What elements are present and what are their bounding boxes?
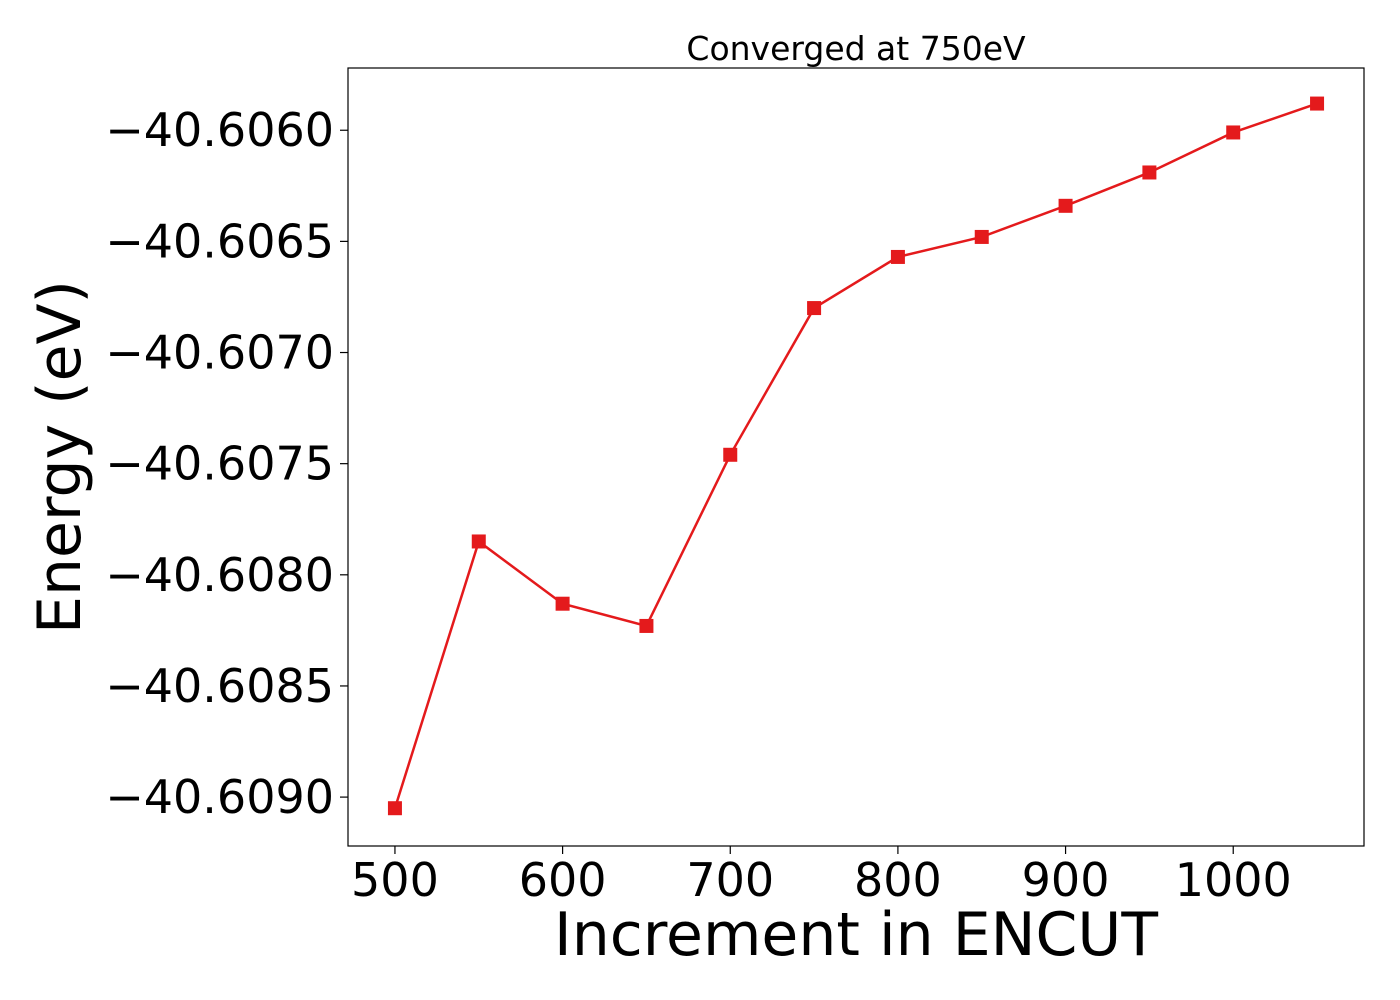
x-axis-ticks: 500 600 700 800 900 1000 bbox=[351, 846, 1292, 907]
y-axis-title: Energy (eV) bbox=[25, 280, 95, 634]
y-tick-label: −40.6090 bbox=[105, 770, 334, 824]
data-point-marker bbox=[639, 618, 654, 633]
series-line bbox=[393, 102, 1318, 809]
x-tick-label: 1000 bbox=[1175, 853, 1292, 907]
data-point-marker bbox=[974, 229, 989, 244]
plot-area-frame bbox=[347, 67, 1365, 847]
data-point-marker bbox=[555, 596, 570, 611]
y-tick-label: −40.6085 bbox=[105, 659, 334, 713]
series-layer bbox=[387, 96, 1325, 816]
data-point-marker bbox=[723, 447, 738, 462]
x-tick-label: 500 bbox=[351, 853, 439, 907]
data-point-marker bbox=[1058, 198, 1073, 213]
data-point-marker bbox=[471, 534, 486, 549]
y-tick-label: −40.6065 bbox=[105, 214, 334, 268]
x-tick-label: 600 bbox=[519, 853, 607, 907]
y-tick-label: −40.6075 bbox=[105, 437, 334, 491]
data-point-marker bbox=[890, 249, 905, 264]
y-tick-label: −40.6080 bbox=[105, 548, 334, 602]
y-axis-ticks: −40.6060 −40.6065 −40.6070 −40.6075 −40.6080… bbox=[105, 103, 348, 824]
x-tick-label: 900 bbox=[1022, 853, 1110, 907]
data-point-marker bbox=[387, 801, 402, 816]
data-point-marker bbox=[1226, 125, 1241, 140]
data-point-marker bbox=[1310, 96, 1325, 111]
y-tick-label: −40.6070 bbox=[105, 326, 334, 380]
chart-title: Converged at 750eV bbox=[686, 29, 1026, 68]
data-point-marker bbox=[807, 301, 822, 316]
x-tick-label: 800 bbox=[854, 853, 942, 907]
y-tick-label: −40.6060 bbox=[105, 103, 334, 157]
x-axis-title: Increment in ENCUT bbox=[554, 900, 1158, 970]
x-tick-label: 700 bbox=[686, 853, 774, 907]
data-point-marker bbox=[1142, 165, 1157, 180]
